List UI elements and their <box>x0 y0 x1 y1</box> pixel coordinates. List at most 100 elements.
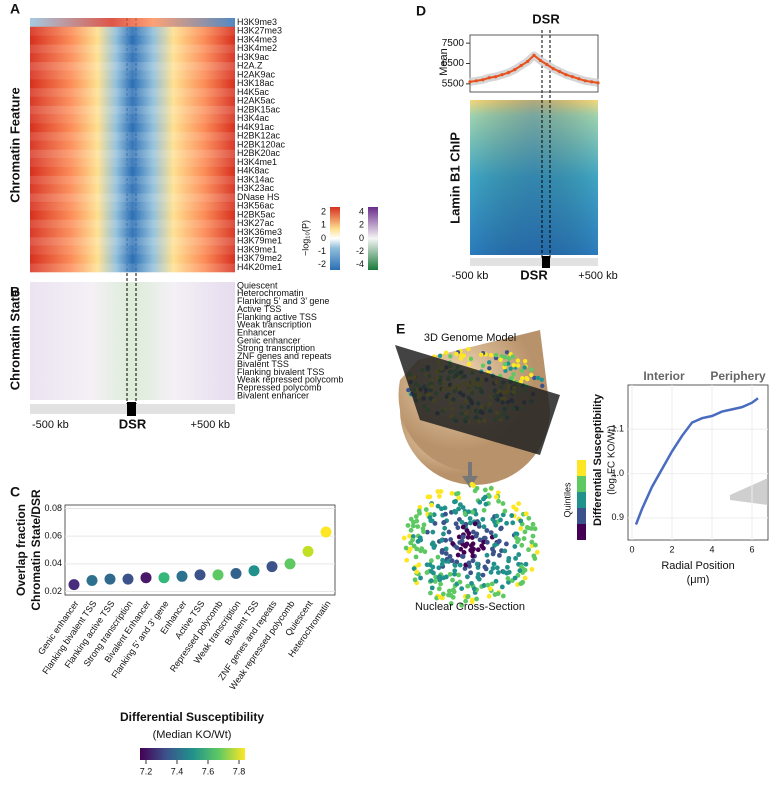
point <box>474 79 478 83</box>
image-label: Nuclear Cross-Section <box>415 601 525 613</box>
dot <box>431 570 436 576</box>
heatmap-b <box>30 282 235 400</box>
heatmap-row <box>30 35 235 45</box>
dot <box>404 557 410 563</box>
dot <box>452 563 458 568</box>
dot <box>443 511 448 517</box>
colorbar-tick-label: 2 <box>321 206 326 216</box>
dot <box>466 509 472 515</box>
dot <box>453 491 459 497</box>
dot <box>425 494 431 500</box>
dot <box>456 495 462 501</box>
dot <box>526 515 532 521</box>
dot <box>529 526 534 531</box>
dot <box>456 534 462 540</box>
heatmap-row <box>30 96 235 106</box>
dot <box>474 596 479 602</box>
dot <box>502 361 508 367</box>
dot <box>522 575 528 581</box>
heatmap-row <box>30 70 235 80</box>
colorbar-label: −log₁₀(P) <box>300 220 310 256</box>
dot <box>467 516 473 521</box>
point <box>526 59 530 64</box>
dot <box>490 565 496 571</box>
dot <box>532 375 537 381</box>
dot <box>421 529 426 535</box>
point <box>320 526 332 538</box>
row-label: H2BK12ac <box>237 131 281 141</box>
point <box>302 545 314 557</box>
row-label: H3K23ac <box>237 183 275 193</box>
x-tick-label: +500 kb <box>578 270 617 282</box>
dot <box>401 535 407 541</box>
y-tick-label: 5500 <box>442 78 465 89</box>
heatmap-row <box>30 131 235 141</box>
row-label: H4K91ac <box>237 122 275 132</box>
dot <box>513 507 519 512</box>
row-label: H2BK5ac <box>237 209 276 219</box>
dot <box>453 521 459 527</box>
row-label: Heterochromatin <box>237 288 304 298</box>
dot <box>439 561 445 567</box>
y-tick-label: 0.06 <box>44 531 62 541</box>
dot <box>432 579 438 584</box>
dot <box>530 521 536 527</box>
dot <box>470 553 476 559</box>
dot <box>456 506 462 512</box>
dot <box>459 538 465 544</box>
dot <box>427 515 433 520</box>
row-label: Weak repressed polycomb <box>237 375 343 385</box>
dot <box>488 569 494 575</box>
dot <box>435 554 441 560</box>
dot <box>462 511 468 516</box>
y-tick-label: 0.04 <box>44 558 62 568</box>
dot <box>450 577 455 583</box>
dot <box>509 375 515 381</box>
x-tick-label: +500 kb <box>191 419 230 431</box>
dsr-block <box>542 256 550 268</box>
dot <box>506 579 511 585</box>
dot <box>411 566 417 572</box>
dot <box>481 535 487 541</box>
dot <box>470 558 476 564</box>
point <box>284 558 296 570</box>
dot <box>412 577 418 583</box>
dot <box>449 558 455 564</box>
dot <box>465 594 471 600</box>
dot <box>473 511 479 517</box>
dot <box>493 352 499 358</box>
heatmap-row <box>30 228 235 238</box>
heatmap-row <box>30 236 235 247</box>
row-label: H4K5ac <box>237 87 270 97</box>
dot <box>429 585 435 591</box>
point <box>122 573 134 585</box>
dot <box>481 524 487 530</box>
row-label: Flanking bivalent TSS <box>237 367 324 377</box>
dot <box>435 489 441 494</box>
heatmap-row <box>30 201 235 211</box>
dot <box>522 529 528 535</box>
dot <box>515 358 521 363</box>
dot <box>414 569 420 575</box>
dot <box>439 538 445 543</box>
heatmap-row <box>30 193 235 203</box>
position-bar <box>470 258 598 266</box>
point <box>248 565 260 577</box>
row-label: H2BK15ac <box>237 104 281 114</box>
panel-label: E <box>396 321 405 337</box>
x-axis-label: (μm) <box>687 574 710 586</box>
dot <box>461 550 467 555</box>
dot <box>443 546 449 552</box>
row-label: H2A.Z <box>237 61 263 71</box>
row-label: Strong transcription <box>237 343 315 353</box>
dot <box>525 376 530 382</box>
cross-section <box>401 481 540 608</box>
dot <box>516 552 522 557</box>
colorbar-tick-label: 0 <box>321 233 326 243</box>
point <box>104 573 116 585</box>
dot <box>453 509 459 515</box>
row-label: Weak transcription <box>237 320 311 330</box>
dot <box>535 375 541 381</box>
dot <box>488 530 494 536</box>
dot <box>510 520 516 526</box>
